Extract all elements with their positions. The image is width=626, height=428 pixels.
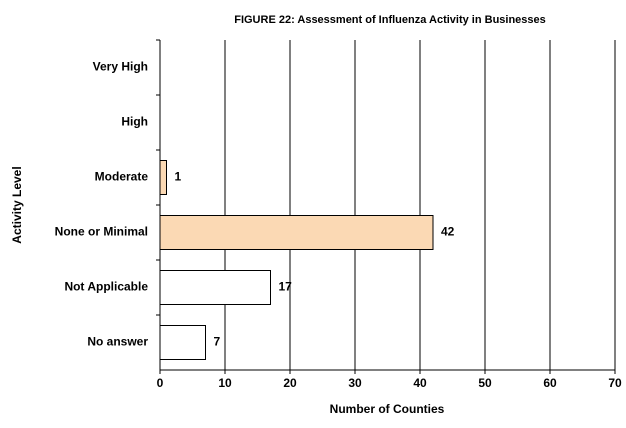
bar <box>159 215 434 250</box>
x-tick-label: 40 <box>413 376 427 390</box>
y-tick-label: High <box>121 115 148 129</box>
x-tick-label: 70 <box>608 376 622 390</box>
chart-title: FIGURE 22: Assessment of Influenza Activ… <box>234 14 546 26</box>
bar <box>159 160 167 195</box>
bar <box>159 270 271 305</box>
x-tick-label: 10 <box>218 376 232 390</box>
data-label: 42 <box>441 225 455 239</box>
x-tick-label: 30 <box>348 376 362 390</box>
y-tick-label: None or Minimal <box>55 225 148 239</box>
x-tick-label: 20 <box>283 376 297 390</box>
x-axis-label: Number of Counties <box>330 402 445 416</box>
x-tick-label: 0 <box>157 376 164 390</box>
y-tick-label: No answer <box>87 335 148 349</box>
y-tick-label: Not Applicable <box>64 280 148 294</box>
y-axis-label: Activity Level <box>10 166 24 243</box>
y-tick-label: Moderate <box>95 170 149 184</box>
bar <box>159 325 206 360</box>
y-tick-label: Very High <box>93 60 148 74</box>
data-label: 1 <box>175 170 182 184</box>
x-tick-label: 50 <box>478 376 492 390</box>
data-label: 7 <box>214 335 221 349</box>
plot-area <box>160 40 615 370</box>
data-label: 17 <box>279 280 293 294</box>
x-tick-label: 60 <box>543 376 557 390</box>
